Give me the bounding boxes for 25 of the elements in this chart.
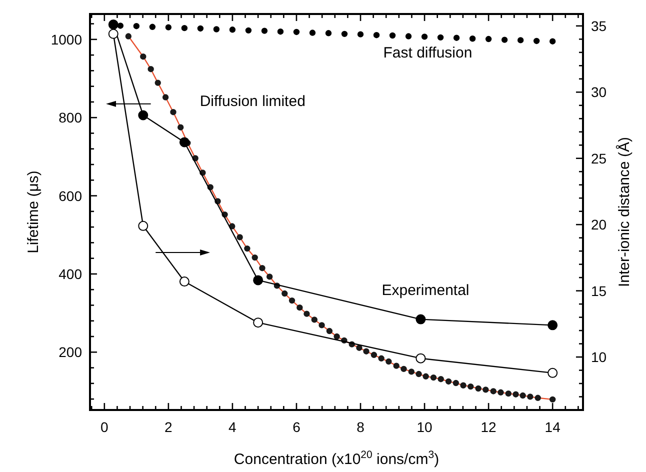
x-tick-label: 2: [164, 419, 173, 435]
x-tick-label: 6: [292, 419, 301, 435]
y-tick-label: 200: [58, 344, 82, 360]
x-tick-label: 8: [356, 419, 365, 435]
x-tick-label: 0: [100, 419, 109, 435]
y2-tick-label: 30: [591, 84, 607, 100]
y2-tick-label: 25: [591, 150, 607, 166]
y-tick-label: 600: [58, 188, 82, 204]
y-tick-label: 1000: [50, 31, 82, 48]
series-label: Experimental: [382, 282, 470, 299]
y2-axis-title: Inter-ionic distance (Å): [615, 136, 633, 288]
y2-tick-label: 15: [591, 282, 607, 299]
y-axis-title: Lifetime (μs): [25, 170, 42, 254]
y2-tick-label: 35: [591, 18, 607, 34]
y-tick-label: 400: [58, 266, 82, 282]
series-label: Diffusion limited: [200, 93, 306, 110]
x-tick-label: 14: [544, 419, 561, 435]
x-tick-label: 12: [480, 419, 497, 435]
series-label: Fast diffusion: [383, 44, 472, 62]
x-tick-label: 10: [416, 419, 433, 435]
x-axis-title: Concentration (x10$^{20}$ ions/cm$^{3}$): [234, 449, 440, 468]
y-tick-label: 800: [58, 110, 82, 126]
y2-tick-label: 20: [591, 216, 607, 233]
y2-tick-label: 10: [591, 349, 607, 366]
x-tick-label: 4: [228, 419, 237, 435]
